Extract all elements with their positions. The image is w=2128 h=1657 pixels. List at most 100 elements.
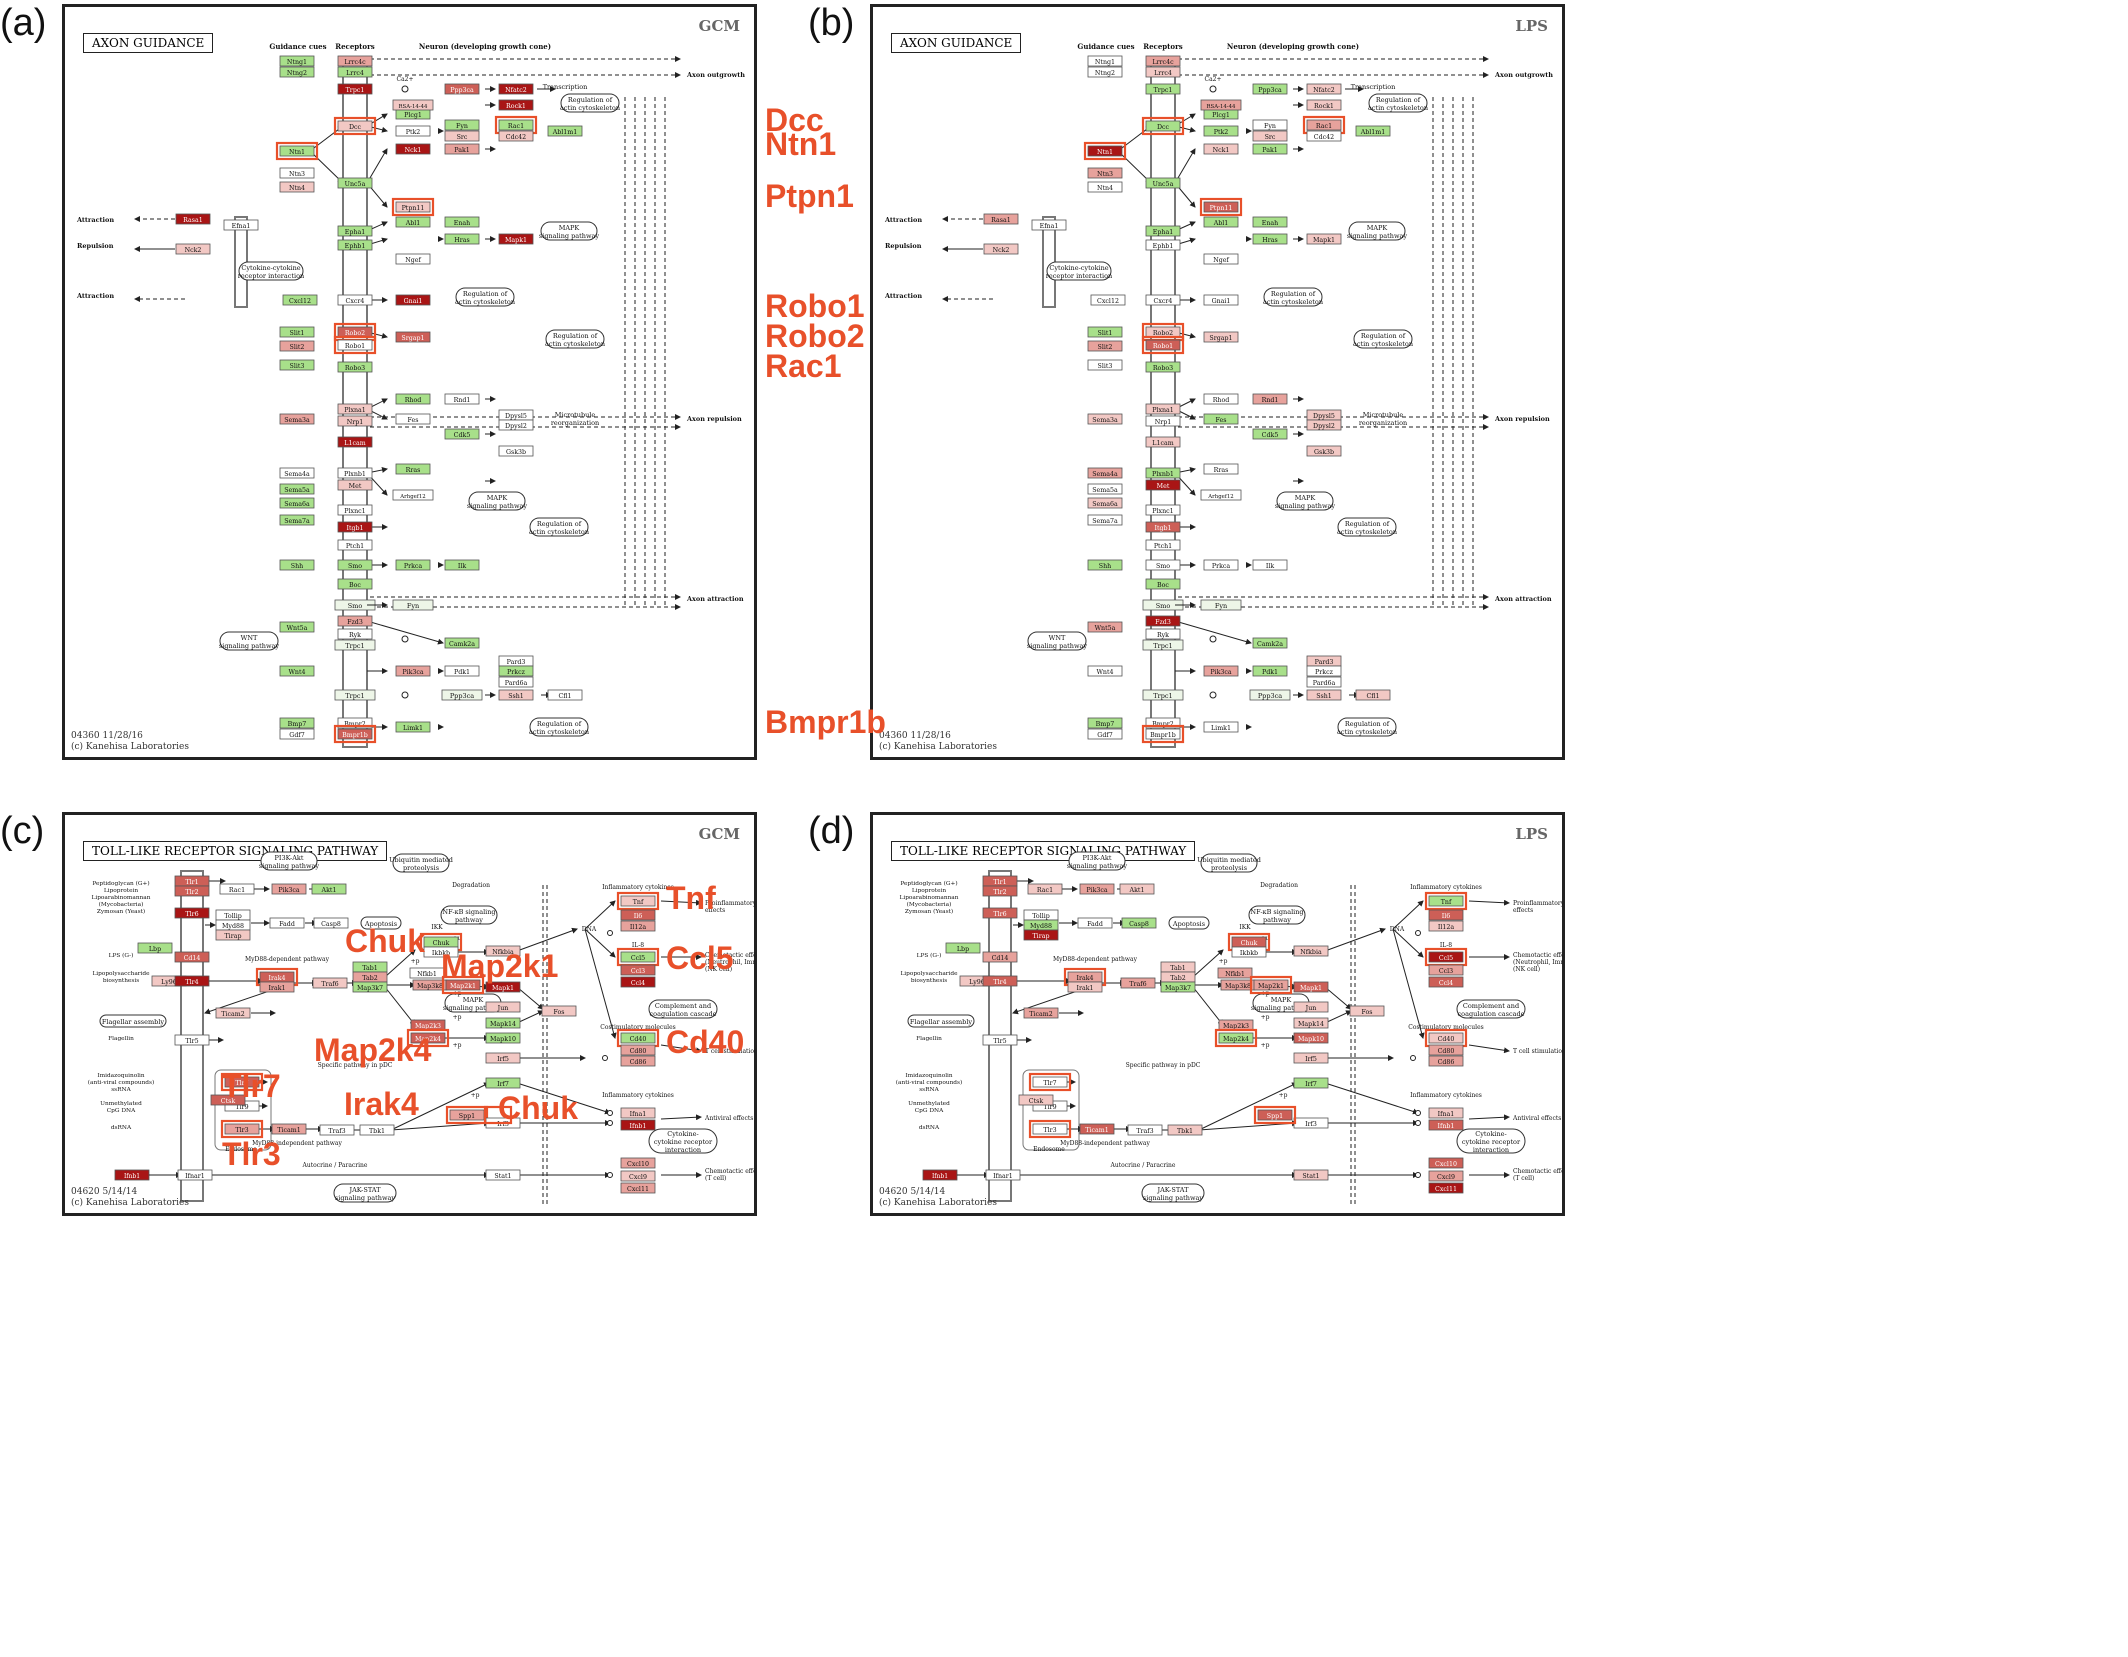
pathway-bubble bbox=[648, 1128, 718, 1154]
gene-node bbox=[1203, 125, 1239, 137]
pathway-bubble-label: Regulation of bbox=[537, 520, 582, 528]
gene-node bbox=[1293, 1077, 1329, 1089]
gene-node bbox=[279, 326, 315, 338]
annotation-ntn1: Ntn1 bbox=[765, 126, 837, 162]
gene-label: Ly96 bbox=[161, 979, 177, 986]
gene-label: Srgap1 bbox=[1209, 335, 1232, 342]
gene-node bbox=[1145, 83, 1181, 95]
gene-label: Dcc bbox=[349, 124, 362, 131]
gene-node bbox=[279, 181, 315, 193]
output-label: effects bbox=[1513, 907, 1533, 914]
gene-label: Cd86 bbox=[1438, 1059, 1455, 1066]
gene-label: Irak4 bbox=[268, 975, 285, 982]
gene-label: Met bbox=[349, 483, 362, 490]
gene-node bbox=[337, 66, 373, 78]
gene-node bbox=[395, 721, 431, 733]
pathway-bubble bbox=[1068, 851, 1126, 871]
pathway-bubble-label: actin cytoskeleton bbox=[1263, 298, 1323, 306]
gene-node bbox=[1217, 967, 1253, 979]
gene-label: Ntng2 bbox=[287, 70, 307, 77]
gene-label: Fes bbox=[1216, 417, 1227, 424]
gene-node bbox=[1252, 216, 1288, 228]
gene-label: Spp1 bbox=[459, 1113, 475, 1120]
output-label: Chemotactic effects bbox=[705, 952, 755, 959]
highlight-box bbox=[616, 891, 660, 911]
gene-node bbox=[337, 415, 373, 427]
gene-node bbox=[982, 951, 1018, 963]
gene-label: Ptk2 bbox=[1214, 129, 1229, 136]
gene-node bbox=[1023, 929, 1059, 941]
gene-label: Robo3 bbox=[1153, 365, 1173, 372]
gene-label: Irf5 bbox=[497, 1056, 509, 1063]
gene-node bbox=[1121, 917, 1157, 929]
gene-node bbox=[620, 1119, 656, 1131]
gene-node bbox=[1293, 1032, 1329, 1044]
output-label: (T cell) bbox=[1513, 1175, 1534, 1182]
gene-label: Sema5a bbox=[284, 487, 310, 494]
gene-node bbox=[1145, 120, 1181, 132]
gene-node bbox=[620, 951, 656, 963]
gene-node bbox=[498, 119, 534, 131]
pathway-note: Specific pathway in pDC bbox=[1126, 1062, 1201, 1069]
gene-node bbox=[498, 99, 534, 111]
gene-label: Myd88 bbox=[1030, 923, 1052, 930]
gene-label: Sema6a bbox=[284, 501, 310, 508]
gene-label: Ilk bbox=[458, 563, 467, 570]
gene-label: Cxcr4 bbox=[1154, 298, 1173, 305]
gene-label: Ntn1 bbox=[289, 149, 305, 156]
gene-node bbox=[485, 1001, 521, 1013]
gene-label: Hras bbox=[1262, 237, 1278, 244]
gene-node bbox=[1145, 339, 1181, 351]
gene-node bbox=[1428, 1055, 1464, 1067]
gene-label: Pard3 bbox=[1315, 659, 1334, 666]
gene-label: Shh bbox=[291, 563, 303, 570]
gene-node bbox=[337, 120, 373, 132]
gene-node bbox=[337, 717, 373, 729]
gene-node bbox=[219, 883, 255, 895]
pathway-bubble-label: actin cytoskeleton bbox=[1337, 528, 1397, 536]
gene-label: Tirap bbox=[1032, 933, 1049, 940]
modification-label: +p bbox=[453, 1042, 462, 1049]
gene-label: Nck2 bbox=[185, 247, 202, 254]
gene-label: Rhod bbox=[405, 397, 422, 404]
gene-label: Tlr2 bbox=[185, 889, 198, 896]
pathway-bubble-label: Cytokine- bbox=[667, 1130, 698, 1138]
gene-label: Ticam1 bbox=[277, 1127, 300, 1134]
gene-node bbox=[1145, 717, 1181, 729]
gene-node bbox=[279, 728, 315, 740]
endosome bbox=[214, 1069, 272, 1151]
gene-label: Cxcr4 bbox=[346, 298, 365, 305]
gene-label: Ticam2 bbox=[1029, 1011, 1052, 1018]
gene-label: Tollip bbox=[1032, 913, 1050, 920]
ligand-label: Lipoprotein bbox=[912, 888, 946, 894]
gene-label: Ifnb1 bbox=[932, 1173, 948, 1180]
pathway-note: reorganization bbox=[551, 419, 599, 427]
gene-label: Robo3 bbox=[345, 365, 365, 372]
gene-label: Jun bbox=[497, 1005, 509, 1012]
connector bbox=[1392, 900, 1424, 930]
gene-node bbox=[1428, 964, 1464, 976]
gene-node bbox=[279, 145, 315, 157]
gene-label: Trpc1 bbox=[1153, 692, 1172, 700]
gene-node bbox=[337, 403, 373, 415]
pathway-bubble bbox=[529, 517, 589, 537]
gene-node bbox=[410, 1032, 446, 1044]
highlight-box bbox=[445, 1105, 489, 1125]
ligand-label: biosynthesis bbox=[911, 978, 947, 984]
gene-label: Ephb1 bbox=[1153, 243, 1174, 250]
gene-node bbox=[259, 981, 295, 993]
gene-label: Ticam1 bbox=[1085, 1127, 1108, 1134]
gene-node bbox=[445, 979, 481, 991]
gene-node bbox=[1145, 415, 1181, 427]
highlight-box bbox=[1214, 1028, 1258, 1048]
gene-label: Ntng1 bbox=[287, 59, 307, 66]
gene-node bbox=[392, 599, 434, 611]
gene-label: Smo bbox=[348, 602, 363, 610]
ligand-label: Zymosan (Yeast) bbox=[97, 908, 145, 915]
gene-node bbox=[985, 1169, 1021, 1181]
pathway-bubble bbox=[455, 287, 515, 307]
gene-label: Cdc42 bbox=[1314, 134, 1334, 141]
gene-node bbox=[1203, 413, 1239, 425]
gene-node bbox=[1428, 1119, 1464, 1131]
gene-label: Prkca bbox=[1212, 563, 1231, 570]
